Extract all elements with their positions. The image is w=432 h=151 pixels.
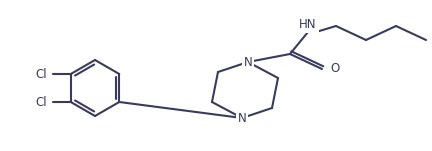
- Text: HN: HN: [299, 18, 317, 31]
- Text: O: O: [330, 63, 339, 76]
- Text: Cl: Cl: [35, 67, 47, 80]
- Text: N: N: [244, 56, 252, 69]
- Text: N: N: [238, 111, 246, 125]
- Text: Cl: Cl: [35, 95, 47, 109]
